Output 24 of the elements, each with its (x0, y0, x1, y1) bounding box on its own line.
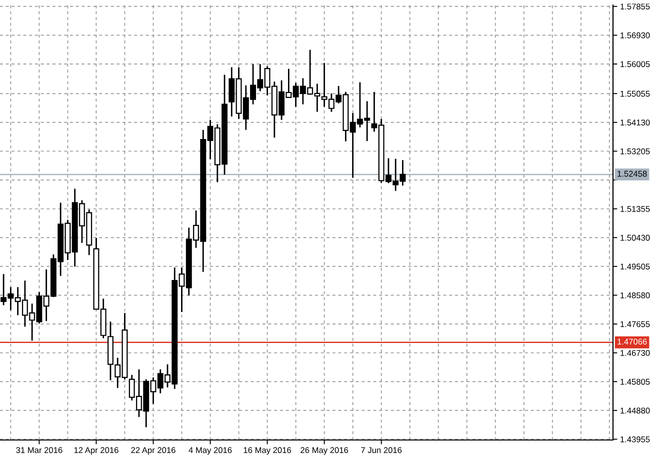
y-tick-label: 1.56930 (620, 32, 650, 38)
x-tick-label: 16 May 2016 (244, 447, 292, 455)
x-tick-label: 31 Mar 2016 (16, 447, 62, 454)
y-tick-label: 1.45805 (620, 378, 650, 385)
y-tick-label: 1.56005 (620, 61, 650, 68)
x-tick-label: 7 Jun 2016 (361, 447, 402, 454)
y-tick-label: 1.46730 (620, 350, 650, 356)
y-tick-label: 1.55055 (620, 90, 650, 97)
y-tick-label: 1.47655 (620, 321, 650, 328)
y-tick-label: 1.50430 (620, 234, 650, 241)
y-tick-label: 1.57855 (620, 4, 650, 10)
y-tick-label: 1.53205 (620, 148, 650, 154)
y-tick-label: 1.54130 (620, 120, 650, 126)
ref-line-label: 1.52458 (618, 170, 647, 177)
y-tick-label: 1.48580 (620, 292, 650, 298)
y-tick-label: 1.43955 (620, 436, 650, 442)
x-tick-label: 12 Apr 2016 (74, 447, 118, 455)
x-tick-label: 22 Apr 2016 (131, 447, 176, 455)
y-tick-label: 1.51355 (620, 206, 650, 212)
x-tick-label: 26 May 2016 (300, 447, 348, 455)
y-tick-label: 1.44880 (620, 408, 650, 414)
x-tick-label: 4 May 2016 (188, 447, 232, 455)
y-tick-label: 1.49505 (620, 264, 650, 270)
ref-line-label: 1.47066 (618, 338, 647, 345)
